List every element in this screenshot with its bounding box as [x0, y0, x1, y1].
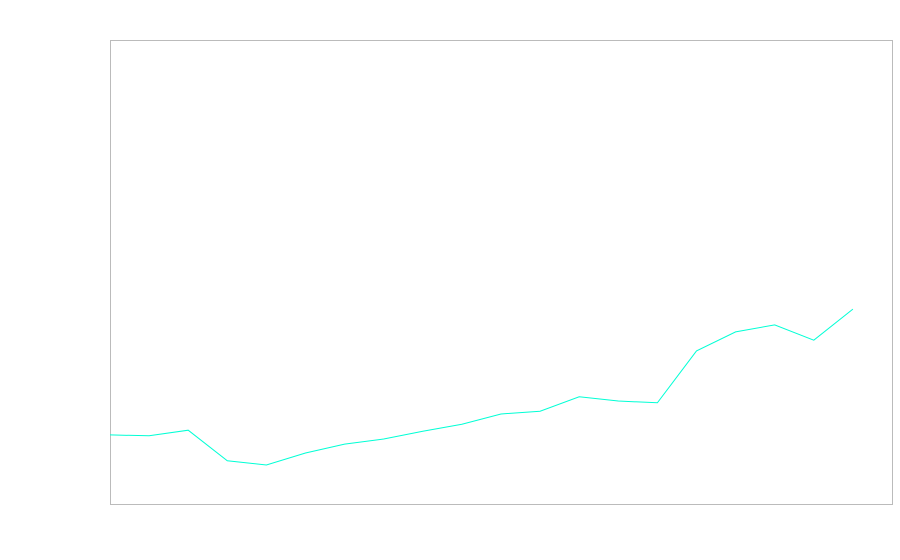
- series-line-0: [109, 308, 854, 466]
- plot-frame: [110, 40, 893, 505]
